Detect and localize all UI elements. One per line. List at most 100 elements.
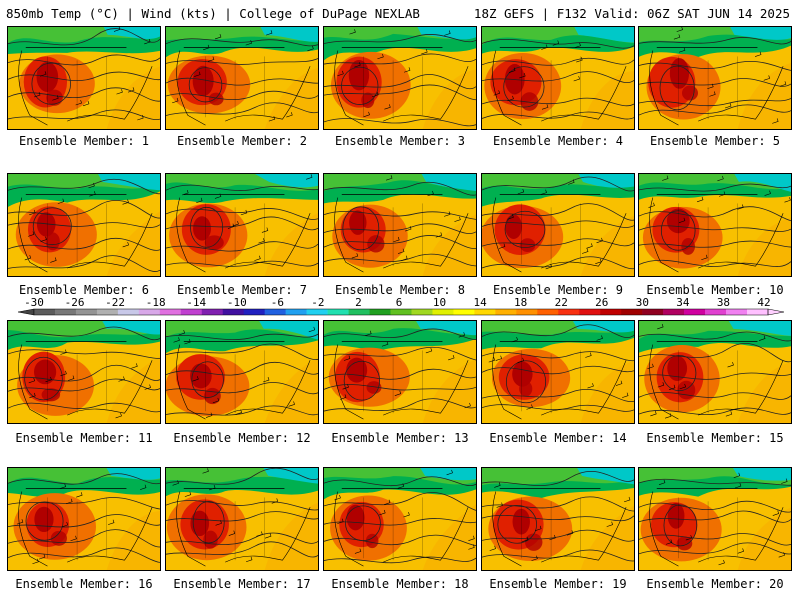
temperature-map-19 <box>482 468 634 570</box>
colorbar-swatch <box>600 309 622 315</box>
ensemble-member-label: Ensemble Member: 8 <box>334 283 466 297</box>
colorbar-tick-label: -26 <box>65 297 85 309</box>
temperature-map-12 <box>166 321 318 423</box>
temperature-map-18 <box>324 468 476 570</box>
temperature-map-9 <box>482 174 634 276</box>
colorbar-swatch <box>348 309 370 315</box>
colorbar-swatch <box>306 309 328 315</box>
ensemble-member-label: Ensemble Member: 3 <box>334 134 466 148</box>
ensemble-map-panel <box>481 173 635 277</box>
temperature-map-17 <box>166 468 318 570</box>
ensemble-member-label: Ensemble Member: 19 <box>489 577 627 591</box>
colorbar-tick-label: 38 <box>717 297 730 309</box>
colorbar-arrow-left <box>17 308 35 316</box>
colorbar-tick-label: 6 <box>396 297 403 309</box>
colorbar-swatch <box>327 309 349 315</box>
colorbar-swatch <box>474 309 496 315</box>
colorbar-tick-label: 2 <box>355 297 362 309</box>
colorbar-tick-label: 42 <box>757 297 770 309</box>
colorbar-swatch <box>117 309 140 315</box>
colorbar-swatch <box>369 309 391 315</box>
ensemble-map-panel <box>165 173 319 277</box>
temperature-map-2 <box>166 27 318 129</box>
temperature-map-10 <box>639 174 791 276</box>
colorbar-tick-label: -18 <box>146 297 166 309</box>
temperature-colorbar: -30 -26 -22 -18 -14 -10 -6 -2 2 6 10 14 18 22 26 30 34 38… <box>17 297 785 316</box>
ensemble-map-panel <box>323 173 477 277</box>
ensemble-member-label: Ensemble Member: 7 <box>176 283 308 297</box>
colorbar-swatch <box>285 309 307 315</box>
ensemble-member-label: Ensemble Member: 20 <box>646 577 784 591</box>
ensemble-member-label: Ensemble Member: 15 <box>646 431 784 445</box>
ensemble-member-label: Ensemble Member: 9 <box>492 283 624 297</box>
ensemble-member-label: Ensemble Member: 2 <box>176 134 308 148</box>
temperature-map-20 <box>639 468 791 570</box>
temperature-map-13 <box>324 321 476 423</box>
colorbar-swatch <box>411 309 433 315</box>
colorbar-swatch <box>75 309 98 315</box>
temperature-map-3 <box>324 27 476 129</box>
temperature-map-15 <box>639 321 791 423</box>
colorbar-swatch <box>684 309 706 315</box>
colorbar-tick-label: 10 <box>433 297 446 309</box>
temperature-map-6 <box>8 174 160 276</box>
colorbar-swatch <box>495 309 517 315</box>
ensemble-member-label: Ensemble Member: 5 <box>649 134 781 148</box>
colorbar-tick-label: 14 <box>473 297 487 309</box>
colorbar-swatch <box>621 309 643 315</box>
colorbar-tick-label: -2 <box>311 297 324 309</box>
colorbar-swatch <box>558 309 580 315</box>
colorbar-swatch <box>390 309 412 315</box>
colorbar-swatch <box>432 309 454 315</box>
ensemble-member-label: Ensemble Member: 11 <box>15 431 153 445</box>
ensemble-map-panel <box>7 173 161 277</box>
colorbar-swatch <box>159 309 182 315</box>
colorbar-tick-label: 30 <box>636 297 649 309</box>
colorbar-tick-label: -10 <box>227 297 247 309</box>
ensemble-member-label: Ensemble Member: 18 <box>331 577 469 591</box>
ensemble-map-panel <box>165 467 319 571</box>
colorbar-swatch <box>516 309 538 315</box>
map-title: 850mb Temp (°C) | Wind (kts) | College o… <box>6 6 420 21</box>
temperature-map-14 <box>482 321 634 423</box>
colorbar-tick-label: 22 <box>555 297 568 309</box>
ensemble-member-label: Ensemble Member: 14 <box>489 431 627 445</box>
ensemble-map-panel <box>481 467 635 571</box>
colorbar-swatch <box>453 309 475 315</box>
ensemble-member-label: Ensemble Member: 6 <box>18 283 150 297</box>
colorbar-arrow-right <box>767 308 785 316</box>
ensemble-map-panel <box>7 467 161 571</box>
ensemble-map-panel <box>638 173 792 277</box>
colorbar-swatch <box>34 309 56 315</box>
colorbar-swatch <box>579 309 601 315</box>
colorbar-swatch <box>726 309 748 315</box>
temperature-map-5 <box>639 27 791 129</box>
colorbar-tick-label: -30 <box>24 297 44 309</box>
ensemble-map-panel <box>481 26 635 130</box>
ensemble-member-label: Ensemble Member: 13 <box>331 431 469 445</box>
colorbar-swatch <box>138 309 161 315</box>
colorbar-swatch <box>201 309 224 315</box>
colorbar-swatch <box>705 309 727 315</box>
colorbar-tick-label: 18 <box>514 297 527 309</box>
ensemble-member-label: Ensemble Member: 12 <box>173 431 311 445</box>
colorbar-swatch <box>747 309 769 315</box>
colorbar-swatch <box>222 309 245 315</box>
colorbar-tick-label: 26 <box>595 297 608 309</box>
ensemble-map-panel <box>7 320 161 424</box>
colorbar-tick-label: -6 <box>271 297 284 309</box>
ensemble-member-label: Ensemble Member: 17 <box>173 577 311 591</box>
ensemble-member-label: Ensemble Member: 16 <box>15 577 153 591</box>
temperature-map-7 <box>166 174 318 276</box>
temperature-map-1 <box>8 27 160 129</box>
colorbar-swatch <box>663 309 685 315</box>
colorbar-swatch <box>537 309 559 315</box>
colorbar-tick-label: -22 <box>105 297 125 309</box>
colorbar-swatch <box>642 309 664 315</box>
ensemble-map-panel <box>638 26 792 130</box>
valid-time: 18Z GEFS | F132 Valid: 06Z SAT JUN 14 20… <box>473 6 790 21</box>
temperature-map-8 <box>324 174 476 276</box>
temperature-map-4 <box>482 27 634 129</box>
ensemble-map-panel <box>323 26 477 130</box>
ensemble-map-panel <box>481 320 635 424</box>
